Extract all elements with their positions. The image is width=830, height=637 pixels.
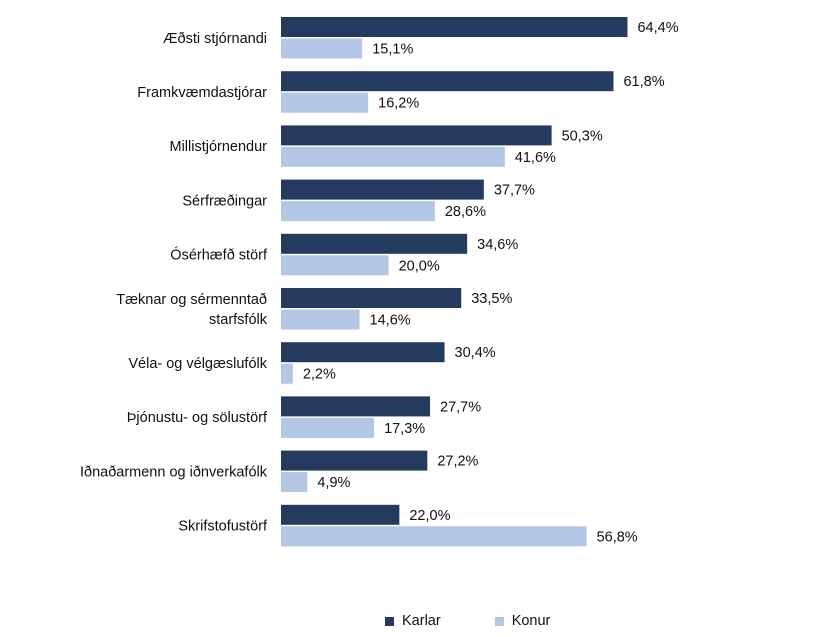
data-label-karlar-3: 37,7% xyxy=(494,183,535,199)
data-label-karlar-0: 64,4% xyxy=(637,20,678,36)
category-label-1: Framkvæmdastjórar xyxy=(137,85,267,101)
category-label-4: Ósérhæfð störf xyxy=(170,247,268,264)
data-label-karlar-5: 33,5% xyxy=(471,291,512,307)
bar-konur-0 xyxy=(281,38,363,59)
bar-karlar-6 xyxy=(281,342,445,363)
bar-konur-9 xyxy=(281,526,587,547)
bar-konur-3 xyxy=(281,201,435,222)
bar-konur-1 xyxy=(281,92,369,113)
legend: Karlar Konur xyxy=(385,613,604,629)
bar-karlar-5 xyxy=(281,288,462,308)
category-label-6: Véla- og vélgæslufólk xyxy=(128,356,267,372)
plot-area: 64,4% 15,1% Æðsti stjórnandi 61,8% 16,2% Fram… xyxy=(80,17,679,547)
bar-konur-4 xyxy=(281,255,389,276)
legend-swatch-konur xyxy=(494,616,504,626)
bar-karlar-7 xyxy=(281,396,431,417)
bar-karlar-3 xyxy=(281,179,484,200)
bar-konur-7 xyxy=(281,417,375,438)
data-label-konur-7: 17,3% xyxy=(384,421,425,437)
bar-konur-8 xyxy=(281,472,308,493)
bar-konur-2 xyxy=(281,146,505,167)
category-label-0: Æðsti stjórnandi xyxy=(163,31,267,47)
data-label-karlar-7: 27,7% xyxy=(440,399,481,415)
bar-karlar-4 xyxy=(281,233,468,254)
data-label-karlar-1: 61,8% xyxy=(623,74,664,90)
category-label-9: Skrifstofustörf xyxy=(178,519,268,535)
legend-label-karlar: Karlar xyxy=(402,613,441,629)
category-label-7: Þjónustu- og sölustörf xyxy=(127,410,268,426)
data-label-konur-6: 2,2% xyxy=(303,367,336,383)
bar-karlar-8 xyxy=(281,450,428,471)
data-label-konur-8: 4,9% xyxy=(317,475,350,491)
bar-karlar-9 xyxy=(281,504,400,525)
data-label-konur-1: 16,2% xyxy=(378,96,419,112)
data-label-karlar-8: 27,2% xyxy=(437,454,478,470)
legend-swatch-karlar xyxy=(385,616,394,626)
category-label-2: Millistjórnendur xyxy=(169,139,267,155)
bar-karlar-0 xyxy=(281,17,628,37)
data-label-karlar-6: 30,4% xyxy=(455,345,496,361)
category-label-3: Sérfræðingar xyxy=(182,193,267,209)
data-label-konur-5: 14,6% xyxy=(370,313,411,329)
legend-item-karlar: Karlar xyxy=(385,613,441,629)
data-label-karlar-2: 50,3% xyxy=(562,128,603,144)
data-label-konur-4: 20,0% xyxy=(399,258,440,274)
category-label-8: Iðnaðarmenn og iðnverkafólk xyxy=(80,464,268,480)
bar-konur-6 xyxy=(281,363,293,384)
data-label-konur-3: 28,6% xyxy=(445,204,486,220)
data-label-konur-0: 15,1% xyxy=(372,42,413,58)
bar-karlar-2 xyxy=(281,125,552,146)
bar-konur-5 xyxy=(281,309,360,330)
legend-item-konur: Konur xyxy=(494,613,551,629)
bar-karlar-1 xyxy=(281,71,614,92)
category-label-5: Tæknar og sérmenntað starfsfólk xyxy=(116,292,267,328)
data-label-karlar-4: 34,6% xyxy=(477,237,518,253)
data-label-konur-9: 56,8% xyxy=(597,529,638,545)
data-label-konur-2: 41,6% xyxy=(515,150,556,166)
data-label-karlar-9: 22,0% xyxy=(409,508,450,524)
legend-label-konur: Konur xyxy=(511,613,551,629)
